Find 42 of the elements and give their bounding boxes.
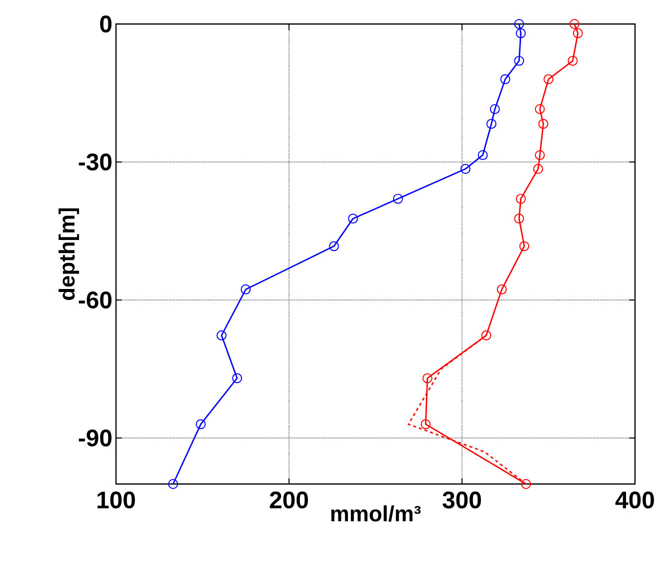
point	[500, 74, 510, 84]
point	[496, 284, 507, 294]
point	[393, 194, 403, 204]
point	[420, 419, 431, 430]
point	[544, 74, 554, 84]
point	[514, 56, 524, 66]
point	[534, 104, 545, 114]
point	[538, 118, 548, 129]
point	[196, 419, 206, 430]
y-tick-label: -30	[78, 154, 112, 170]
point	[460, 164, 470, 174]
point	[216, 330, 227, 340]
point	[534, 150, 545, 160]
point	[516, 194, 526, 204]
point	[422, 373, 432, 384]
point	[478, 150, 488, 160]
point	[514, 19, 524, 29]
x-tick-label: 400	[615, 492, 654, 508]
point	[348, 214, 358, 224]
x-tick-label: 200	[270, 492, 308, 508]
point	[232, 373, 242, 384]
y-tick-label: 0	[100, 16, 112, 32]
point	[533, 164, 544, 174]
x-tick-label: 300	[442, 492, 481, 508]
point	[168, 479, 178, 489]
point	[521, 479, 531, 489]
point	[572, 28, 583, 38]
point	[569, 19, 580, 29]
y-axis-title: depth[m]	[58, 208, 80, 300]
point	[514, 214, 524, 224]
y-tick-label: -60	[78, 292, 112, 308]
point	[490, 104, 500, 114]
point	[516, 28, 526, 38]
point	[481, 330, 492, 340]
point	[329, 241, 339, 252]
x-axis-title: mmol/m³	[331, 505, 421, 522]
x-tick-label: 100	[98, 492, 135, 508]
point	[486, 118, 496, 129]
y-tick-label: -90	[78, 430, 112, 446]
point	[240, 284, 251, 294]
point	[568, 56, 578, 66]
point	[519, 241, 530, 252]
